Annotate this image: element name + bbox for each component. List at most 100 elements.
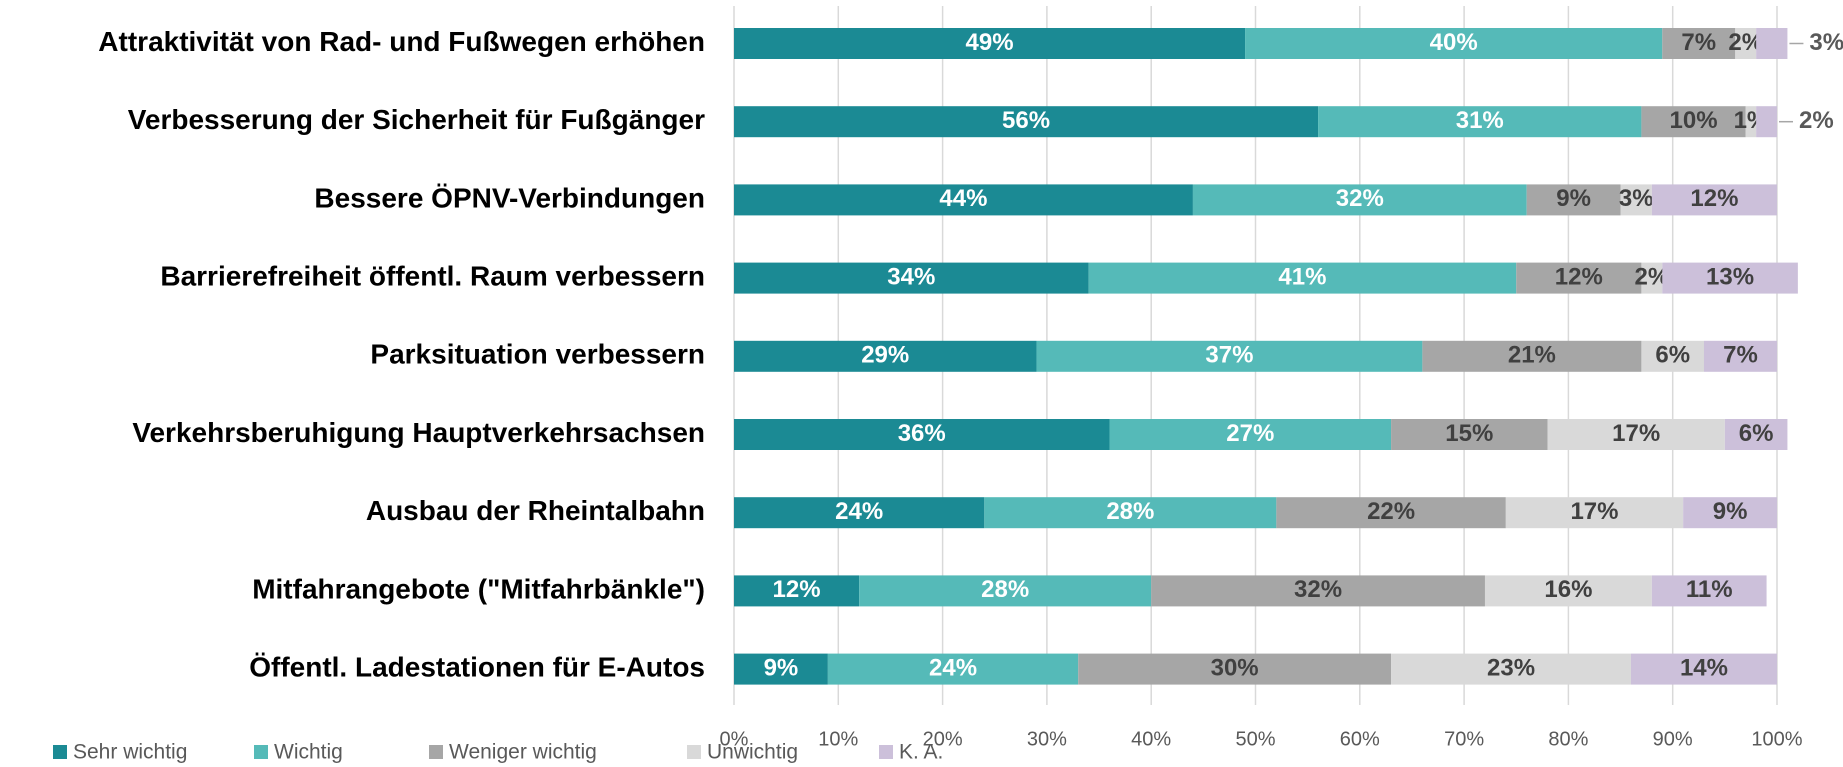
data-label: 49% [966,29,1014,56]
data-label: 30% [1211,654,1259,681]
bar-segment [1547,419,1725,450]
x-tick-label: 20% [923,728,963,750]
bar-segment [1245,28,1663,59]
data-label: 10% [1670,107,1718,134]
x-tick-label: 60% [1340,728,1380,750]
data-label: 9% [1556,185,1591,212]
data-label: 28% [1106,498,1154,525]
bar-segment [734,184,1193,216]
data-label: 36% [898,420,946,447]
category-label: Mitfahrangebote ("Mitfahrbänkle") [252,573,705,604]
data-label: 17% [1612,420,1660,447]
category-label: Verbesserung der Sicherheit für Fußgänge… [128,104,705,135]
legend-swatch [53,745,67,759]
category-label: Parksituation verbessern [370,339,705,370]
data-label: 9% [1713,498,1748,525]
data-label: 6% [1655,342,1690,369]
data-label: 21% [1508,342,1556,369]
bar-segment [1651,575,1767,607]
data-label: 29% [861,342,909,369]
data-label: 22% [1367,498,1415,525]
data-label: 37% [1205,342,1253,369]
bar-segment [1526,184,1621,216]
bar-segment [1391,653,1631,685]
data-label: 15% [1445,420,1493,447]
bar-segment [1088,262,1517,294]
bar-segment [734,419,1110,450]
legend-label: Sehr wichtig [73,741,187,764]
bar-segment [1109,419,1392,450]
data-label: 12% [773,576,821,603]
data-label: 34% [887,263,935,290]
bar-segment [734,497,985,529]
data-label: 16% [1544,576,1592,603]
bar-segment [1756,28,1788,59]
category-label: Attraktivität von Rad- und Fußwegen erhö… [98,26,705,57]
category-label: Verkehrsberuhigung Hauptverkehrsachsen [132,417,705,448]
bar-segment [827,653,1079,685]
legend-label: K. A. [899,741,943,764]
data-label: 14% [1680,654,1728,681]
bar-segment [734,575,860,607]
data-label: 7% [1681,29,1716,56]
x-tick-label: 80% [1548,728,1588,750]
data-label: 28% [981,576,1029,603]
data-label: 56% [1002,107,1050,134]
legend-swatch [879,745,893,759]
data-label: 24% [835,498,883,525]
bar-segment [1516,262,1642,294]
data-label: 3% [1809,29,1843,56]
legend-label: Weniger wichtig [449,741,597,764]
bar-segment [1703,340,1777,372]
bar-segment [1422,340,1642,372]
bar-segment [1036,340,1423,372]
data-label: 32% [1294,576,1342,603]
bar-segment [1192,184,1527,216]
data-label: 31% [1456,107,1504,134]
bar-segment [734,106,1319,138]
data-label: 2% [1799,107,1834,134]
data-label: 12% [1690,185,1738,212]
bar-segment [1724,419,1788,450]
bar-segment [1505,497,1684,529]
bar-segment [1662,262,1798,294]
data-label: 13% [1706,263,1754,290]
bar-segment [734,653,828,685]
bar-segment [1641,340,1704,372]
bar-segment [859,575,1152,607]
data-label: 41% [1278,263,1326,290]
bar-segment [1391,419,1548,450]
data-label: 44% [939,185,987,212]
category-label: Bessere ÖPNV-Verbindungen [314,182,705,213]
data-label: 6% [1739,420,1774,447]
bar-segment [1151,575,1485,607]
bar-segment [1756,106,1777,138]
bar-segment [1683,497,1777,529]
data-label: 24% [929,654,977,681]
bar-segment [1078,653,1392,685]
data-label: 7% [1723,342,1758,369]
bar-segment [734,28,1246,59]
legend-label: Wichtig [274,741,343,764]
data-label: 27% [1226,420,1274,447]
data-label: 12% [1555,263,1603,290]
bar-segment [1641,106,1746,138]
legend-swatch [687,745,701,759]
x-tick-label: 10% [818,728,858,750]
legend-swatch [254,745,268,759]
category-label: Öffentl. Ladestationen für E-Autos [249,651,705,682]
data-label: 9% [764,654,799,681]
bar-segment [1318,106,1642,138]
x-tick-label: 50% [1235,728,1275,750]
bar-segment [984,497,1277,529]
bar-segment [1276,497,1506,529]
data-label: 11% [1686,576,1733,603]
data-label: 23% [1487,654,1535,681]
bar-segment [1630,653,1777,685]
bar-segment [1620,184,1652,216]
bar-segment [1735,28,1757,59]
bar-segment [734,340,1037,372]
category-label: Ausbau der Rheintalbahn [366,495,705,526]
x-tick-label: 100% [1751,728,1802,750]
